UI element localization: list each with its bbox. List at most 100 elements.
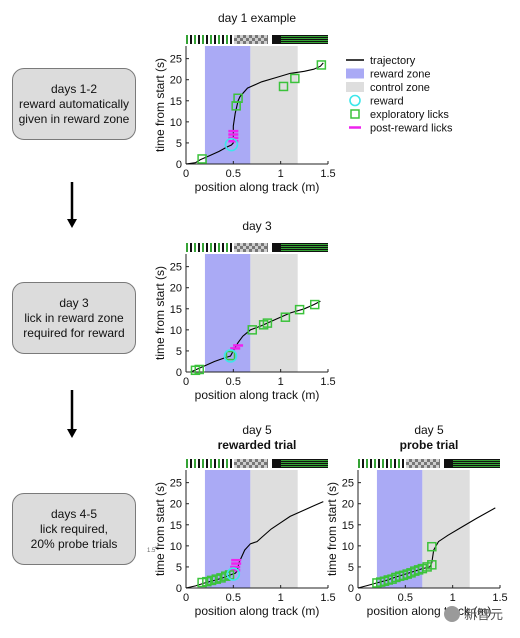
track-stripe-horizontal [281,40,328,41]
track-checker-cell [424,465,427,468]
exploratory-lick-mark [197,154,207,164]
x-tick-label: 0.5 [226,376,241,388]
track-checker-cell [264,243,267,246]
track-checker-cell [415,462,418,465]
track-checker-cell [436,465,439,468]
track-checker-cell [252,243,255,246]
stage-box-days-4-5: days 4-5 lick required, 20% probe trials [12,493,136,565]
track-stripe-horizontal [281,244,328,245]
track-stripe-vertical [370,459,372,468]
track-checker-cell [246,465,249,468]
trajectory-line [185,62,324,165]
track-checker-cell [258,465,261,468]
track-checker-cell [234,459,237,462]
track-checker-cell [258,243,261,246]
track-stripe-vertical [218,35,220,44]
track-checker-cell [261,38,264,41]
legend-label: exploratory licks [370,109,449,121]
track-stripe-vertical [402,459,404,468]
track-checker-cell [258,35,261,38]
track-checker-cell [240,465,243,468]
track-stripe-vertical [210,35,212,44]
track-stripe-vertical [386,459,388,468]
track-stripe-vertical [214,459,216,468]
y-tick-label: 20 [170,499,182,511]
track-checker-cell [237,246,240,249]
y-tick-label: 10 [170,325,182,337]
track-stripe-horizontal [453,464,500,465]
x-tick-label: 0 [183,376,189,388]
track-checker-cell [264,465,267,468]
track-stripe-vertical [194,459,196,468]
legend-swatch-zone [346,68,364,79]
track-checker-cell [246,243,249,246]
track-stripe-vertical [226,459,228,468]
track-stripe-vertical [186,459,188,468]
reward-mark [224,137,239,152]
track-stripe-vertical [206,459,208,468]
chart-title: day 5 [414,423,444,437]
exploratory-lick-mark [427,560,437,570]
track-stripe-horizontal-base [278,459,328,468]
track-marker-black [272,459,278,468]
y-tick-label: 0 [348,583,354,595]
y-tick-label: 20 [170,75,182,87]
down-arrow-head [67,219,77,228]
wechat-icon [444,605,460,622]
track-stripe-vertical [210,459,212,468]
stage-box-day-3: day 3 lick in reward zone required for r… [12,282,136,354]
y-tick-label: 20 [170,283,182,295]
track-checker-cell [252,459,255,462]
legend-swatch-reward [349,94,361,107]
y-tick-label: 10 [170,541,182,553]
y-tick-label: 25 [170,54,182,66]
chart-title: day 5 [242,423,272,437]
track-checker-cell [409,462,412,465]
track-stripe-vertical [230,35,232,44]
y-tick-label: 0 [176,583,182,595]
y-tick-label: 5 [176,138,182,150]
track-checker-cell [243,246,246,249]
exploratory-lick-mark [278,81,289,92]
x-axis-label: position along track (m) [195,388,320,402]
track-stripe-vertical [390,459,392,468]
track-stripe-vertical [210,243,212,252]
track-checker-cell [234,465,237,468]
track-stripe-horizontal [281,38,328,39]
legend-label: post-reward licks [370,123,453,135]
track-marker-white [268,35,272,44]
track-checker-cell [246,41,249,44]
y-tick-label: 5 [176,562,182,574]
y-tick-label: 20 [342,499,354,511]
track-checker-cell [421,462,424,465]
track-stripe-vertical [230,459,232,468]
track-checker-cell [258,249,261,252]
stage-line: lick required, [39,521,109,536]
track-checker-cell [258,41,261,44]
track-stripe-vertical [198,459,200,468]
track-checker-cell [264,41,267,44]
x-tick-label: 1 [278,376,284,388]
x-tick-label: 0 [355,592,361,604]
track-stripe-vertical [362,459,364,468]
reward-zone-band [204,470,251,588]
track-checker-cell [255,246,258,249]
track-checker-cell [234,249,237,252]
track-stripe-vertical [222,35,224,44]
x-tick-label: 1.5 [320,592,335,604]
y-tick-label: 0 [176,159,182,171]
track-checker-cell [240,459,243,462]
stage-line: lick in reward zone [24,310,124,325]
reward-mark [226,567,241,581]
track-checker-cell [240,41,243,44]
track-checker-cell [433,462,436,465]
chart-subtitle: probe trial [400,438,459,452]
track-stripe-horizontal [281,460,328,461]
track-checker-cell [249,246,252,249]
down-arrow-head [67,429,77,438]
track-checker-cell [412,465,415,468]
track-checker-cell [252,465,255,468]
exploratory-lick-mark [247,325,258,335]
track-checker-cell [240,249,243,252]
track-stripe-vertical [186,243,188,252]
